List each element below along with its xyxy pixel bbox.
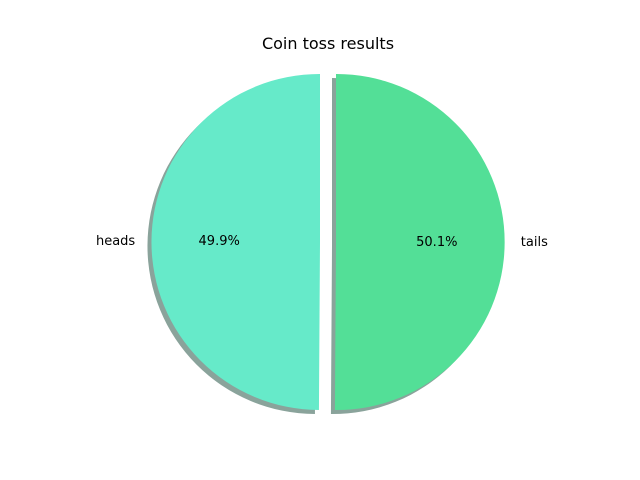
slice-percent-heads: 49.9%	[199, 234, 240, 249]
slice-labels: heads 49.9% tails 50.1%	[96, 234, 548, 250]
pie-slice-tails	[334, 74, 505, 411]
slice-label-heads: heads	[96, 234, 135, 249]
slice-label-tails: tails	[521, 235, 548, 250]
slice-percent-tails: 50.1%	[416, 235, 457, 250]
pie-slice-heads	[151, 73, 321, 410]
slices	[151, 73, 505, 411]
chart-title: Coin toss results	[262, 34, 394, 53]
